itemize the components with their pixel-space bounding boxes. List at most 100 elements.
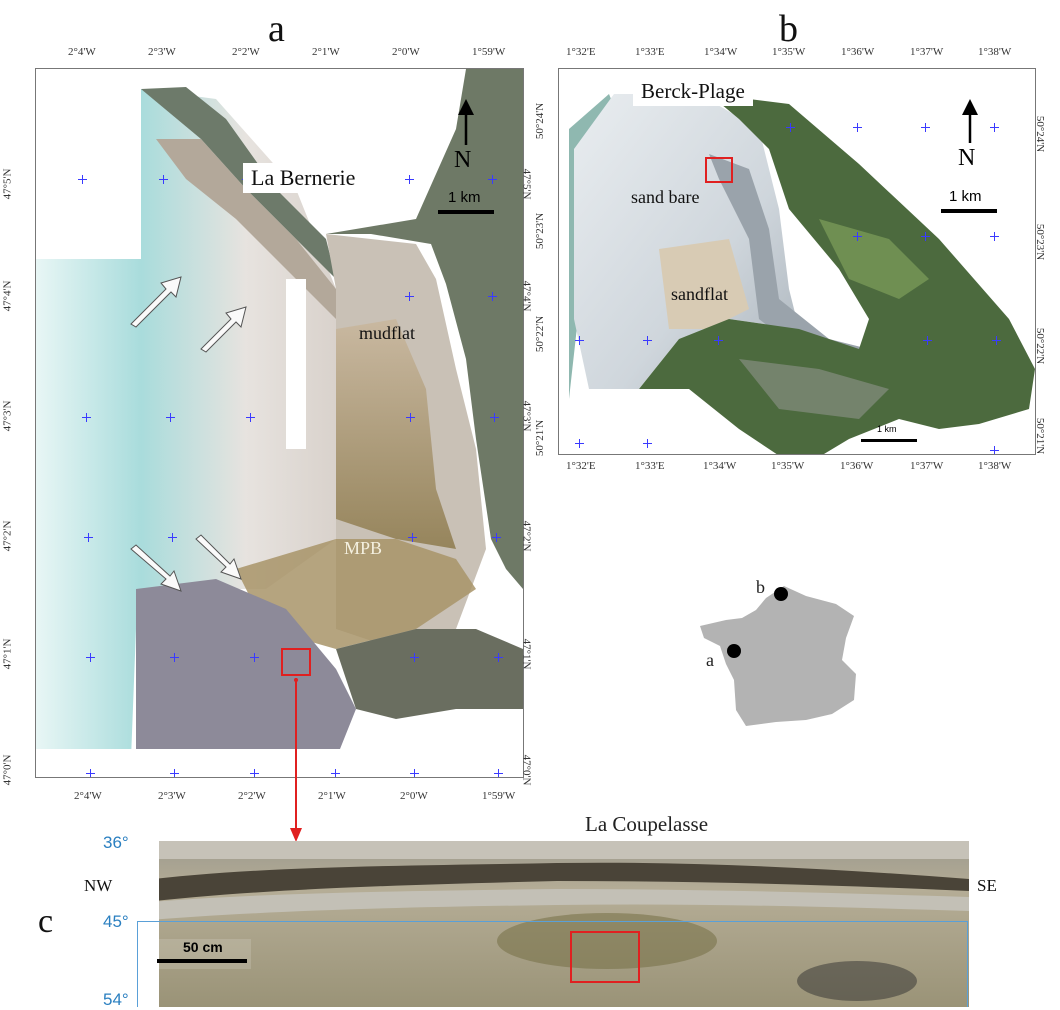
scale-label: 1 km — [448, 189, 481, 206]
tick-label: 50°24'N — [1034, 115, 1047, 153]
grid-marker — [490, 413, 499, 422]
angle-label-36: 36° — [103, 833, 129, 852]
tick-label: 47°1'N — [520, 638, 533, 670]
tick-label: 1°32'E — [566, 460, 596, 472]
grid-marker — [992, 336, 1001, 345]
feature-label-mpb: MPB — [344, 538, 383, 558]
tick-label: 47°3'N — [520, 400, 533, 432]
grid-marker — [488, 292, 497, 301]
grid-marker — [78, 175, 87, 184]
tick-label: 2°2'W — [238, 790, 266, 802]
tick-label: 47°5'N — [520, 168, 533, 200]
north-label: N — [958, 145, 976, 171]
grid-marker — [246, 413, 255, 422]
panel-c-letter: c — [38, 903, 54, 940]
tick-label: 1°37'W — [910, 460, 944, 472]
grid-marker — [170, 769, 179, 777]
scale-label: 1 km — [949, 188, 982, 205]
tick-label: 50°24'N — [534, 102, 547, 140]
tick-label: 50°22'N — [1034, 327, 1047, 365]
tick-label: 47°2'N — [520, 520, 533, 552]
tick-label: 1°35'W — [771, 460, 805, 472]
grid-marker — [405, 292, 414, 301]
grid-marker — [159, 175, 168, 184]
panel-c-scale-label: 50 cm — [183, 939, 223, 955]
grid-marker — [170, 653, 179, 662]
grid-marker — [410, 769, 419, 777]
grid-marker — [492, 533, 501, 542]
grid-marker — [250, 653, 259, 662]
panel-c-title: La Coupelasse — [585, 812, 709, 836]
france-label-b: b — [756, 577, 765, 597]
grid-marker — [990, 446, 999, 454]
grid-marker — [853, 123, 862, 132]
grid-marker — [410, 653, 419, 662]
tick-label: 1°34'W — [703, 460, 737, 472]
side-label-nw: NW — [84, 876, 113, 895]
panel-a-map-frame: La Bernerie mudflat MPB N 1 km — [35, 68, 524, 778]
north-label: N — [454, 147, 472, 173]
tick-label: 1°38'W — [978, 46, 1012, 58]
place-label-berck-plage: Berck-Plage — [633, 77, 753, 106]
panel-c-photo — [137, 841, 969, 1007]
tick-label: 50°22'N — [534, 315, 547, 353]
tick-label: 50°23'N — [534, 212, 547, 250]
place-label-la-bernerie: La Bernerie — [243, 163, 364, 193]
scale-bar — [438, 210, 494, 214]
tick-label: 2°1'W — [312, 46, 340, 58]
panel-a-satellite-image — [36, 69, 523, 777]
grid-marker — [990, 232, 999, 241]
tick-label: 1°38'W — [978, 460, 1012, 472]
grid-marker — [82, 413, 91, 422]
panel-b-satellite-image — [559, 69, 1035, 454]
panel-b-map-frame: Berck-Plage sand bare sandflat N 1 km 1 … — [558, 68, 1036, 455]
grid-marker — [250, 769, 259, 777]
tick-label: 50°23'N — [1034, 223, 1047, 261]
tick-label: 47°3'N — [1, 400, 14, 432]
tick-label: 1°36'W — [840, 460, 874, 472]
tick-label: 1°36'W — [841, 46, 875, 58]
grid-marker — [86, 653, 95, 662]
angle-label-45: 45° — [103, 912, 129, 931]
scale-bar — [941, 209, 997, 213]
grid-marker — [714, 336, 723, 345]
tick-label: 47°0'N — [1, 754, 14, 786]
france-marker-b — [774, 587, 788, 601]
tick-label: 47°4'N — [1, 280, 14, 312]
tick-label: 50°21'N — [1034, 417, 1047, 455]
side-label-se: SE — [977, 876, 997, 895]
tick-label: 1°33'E — [635, 460, 665, 472]
feature-label-sandflat: sandflat — [671, 284, 728, 304]
tick-label: 1°37'W — [910, 46, 944, 58]
grid-marker — [166, 413, 175, 422]
grid-marker — [643, 336, 652, 345]
tick-label: 2°3'W — [158, 790, 186, 802]
grid-marker — [168, 533, 177, 542]
panel-b-letter: b — [779, 8, 798, 50]
connector-arrow-icon — [290, 678, 302, 842]
tick-label: 1°32'E — [566, 46, 596, 58]
grid-marker — [575, 439, 584, 448]
grid-marker — [853, 232, 862, 241]
france-locator-map — [700, 586, 856, 726]
grid-marker — [921, 123, 930, 132]
small-scale-label: 1 km — [877, 424, 897, 434]
tick-label: 2°4'W — [68, 46, 96, 58]
angle-label-54: 54° — [103, 990, 129, 1009]
grid-marker — [86, 769, 95, 777]
grid-marker — [990, 123, 999, 132]
tick-label: 1°34'W — [704, 46, 738, 58]
grid-marker — [494, 769, 503, 777]
grid-marker — [923, 336, 932, 345]
grid-marker — [575, 336, 584, 345]
grid-marker — [331, 769, 340, 777]
tick-label: 1°33'E — [635, 46, 665, 58]
grid-marker — [643, 439, 652, 448]
tick-label: 47°4'N — [520, 280, 533, 312]
tick-label: 1°59'W — [482, 790, 516, 802]
grid-marker — [405, 175, 414, 184]
tick-label: 2°1'W — [318, 790, 346, 802]
tick-label: 2°0'W — [392, 46, 420, 58]
tick-label: 50°21'N — [534, 419, 547, 457]
tick-label: 2°3'W — [148, 46, 176, 58]
